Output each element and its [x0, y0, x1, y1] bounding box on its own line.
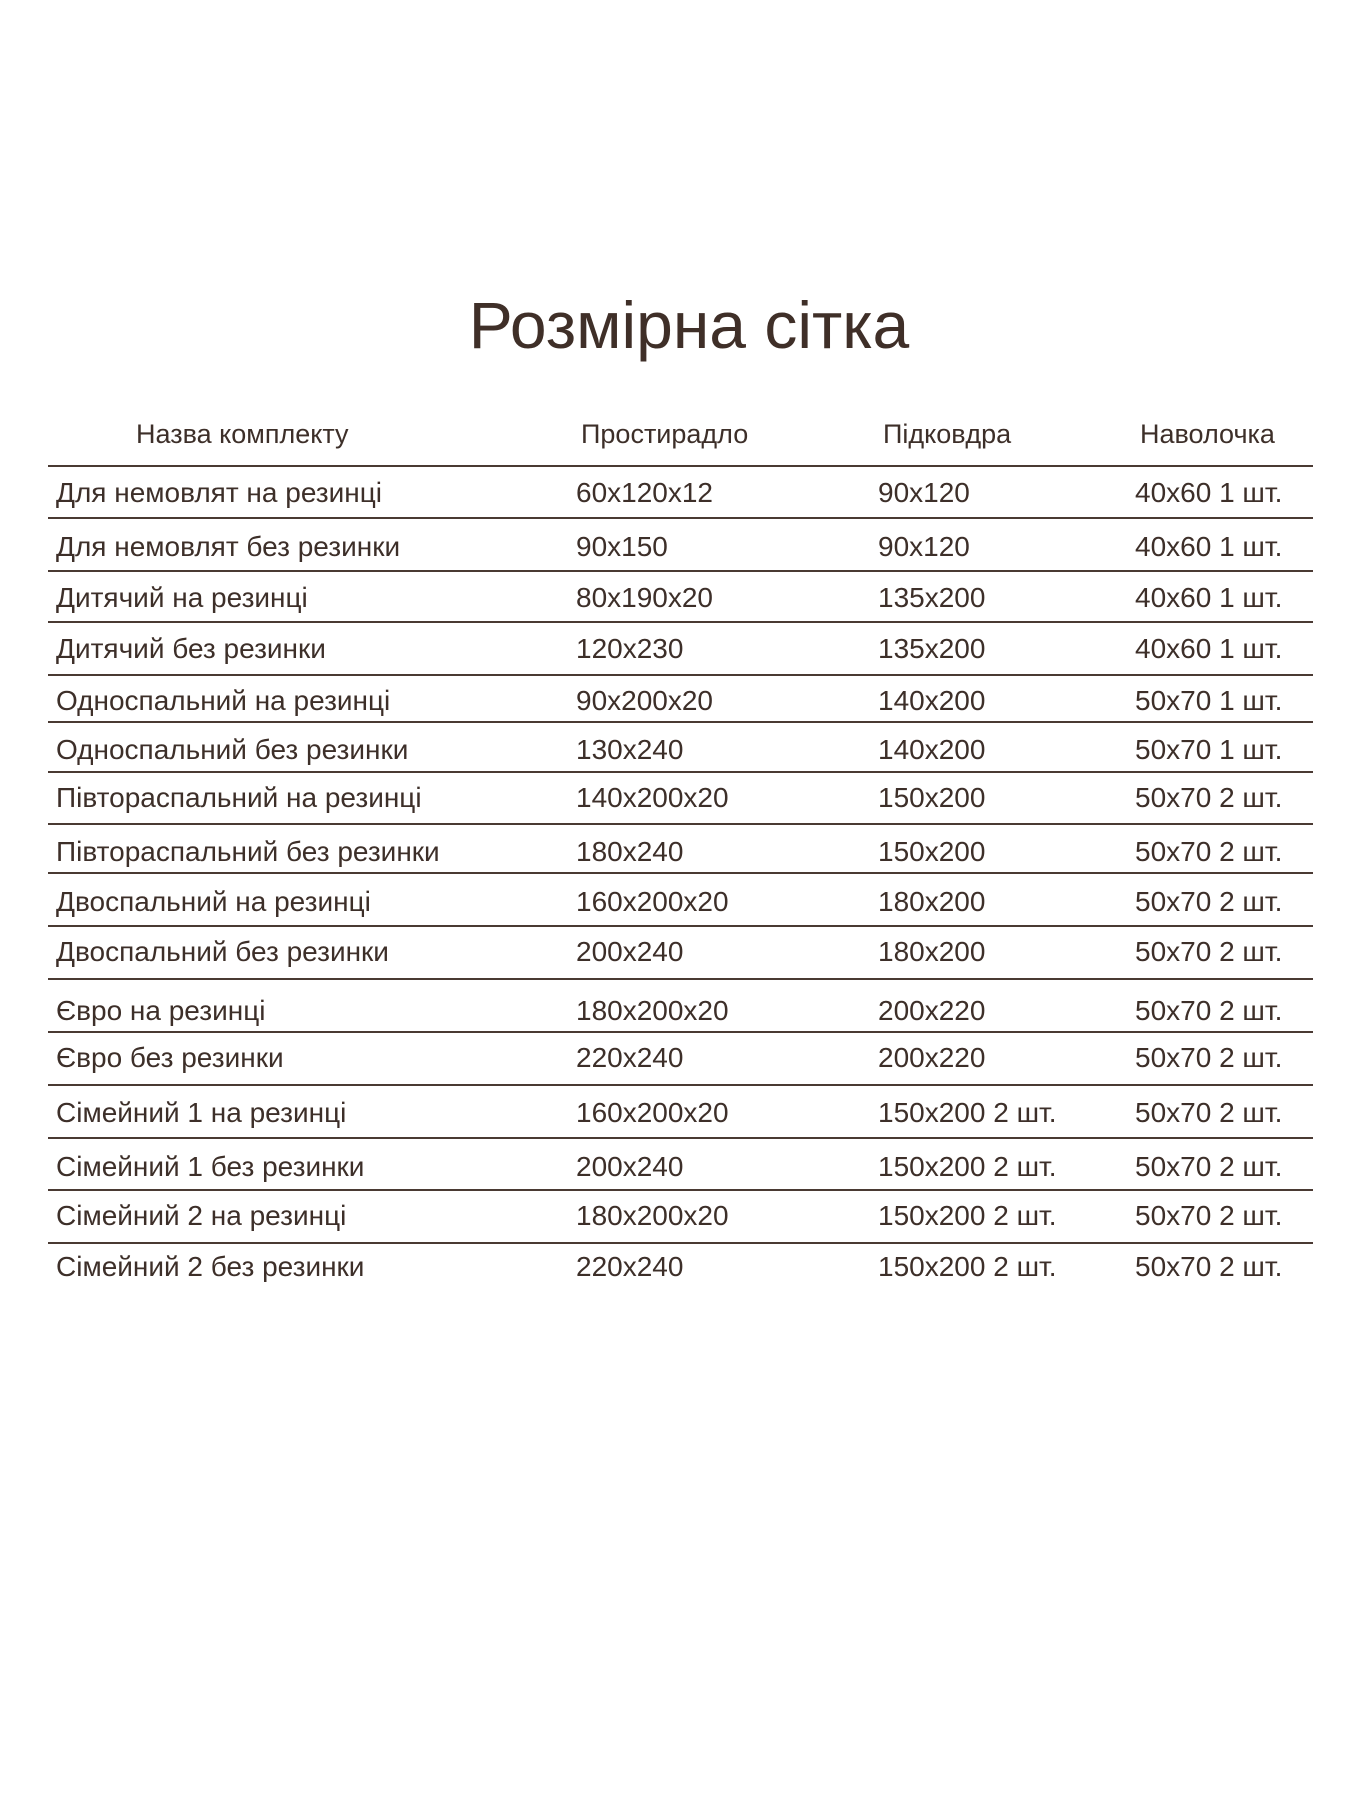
cell-set-name: Двоспальний на резинці — [56, 886, 371, 917]
cell-set-name: Півтораспальний на резинці — [56, 782, 422, 813]
cell-pillowcase-size: 50x70 2 шт. — [1135, 1251, 1283, 1282]
row-divider — [48, 771, 1313, 773]
cell-duvet-cover-size: 150x200 2 шт. — [878, 1097, 1057, 1128]
cell-duvet-cover-size: 200x220 — [878, 995, 986, 1026]
row-divider — [48, 1031, 1313, 1033]
cell-pillowcase-size: 40x60 1 шт. — [1135, 582, 1283, 613]
cell-sheet-size: 180x200x20 — [576, 1200, 729, 1231]
cell-sheet-size: 120x230 — [576, 633, 684, 664]
cell-set-name: Півтораспальний без резинки — [56, 836, 440, 867]
cell-sheet-size: 90x150 — [576, 531, 668, 562]
cell-duvet-cover-size: 135x200 — [878, 582, 986, 613]
row-divider — [48, 517, 1313, 519]
cell-set-name: Сімейний 2 без резинки — [56, 1251, 365, 1282]
cell-set-name: Дитячий без резинки — [56, 633, 326, 664]
cell-duvet-cover-size: 140x200 — [878, 734, 986, 765]
cell-sheet-size: 200x240 — [576, 936, 684, 967]
cell-pillowcase-size: 50x70 2 шт. — [1135, 1200, 1283, 1231]
row-divider — [48, 621, 1313, 623]
cell-sheet-size: 200x240 — [576, 1151, 684, 1182]
cell-pillowcase-size: 50x70 2 шт. — [1135, 936, 1283, 967]
cell-set-name: Двоспальний без резинки — [56, 936, 389, 967]
column-header-pillowcase-size: Наволочка — [1140, 419, 1275, 449]
row-divider — [48, 674, 1313, 676]
cell-sheet-size: 180x200x20 — [576, 995, 729, 1026]
cell-sheet-size: 160x200x20 — [576, 1097, 729, 1128]
row-divider — [48, 1189, 1313, 1191]
cell-duvet-cover-size: 150x200 2 шт. — [878, 1151, 1057, 1182]
row-divider — [48, 823, 1313, 825]
cell-sheet-size: 130x240 — [576, 734, 684, 765]
row-divider — [48, 1137, 1313, 1139]
row-divider — [48, 1084, 1313, 1086]
cell-duvet-cover-size: 135x200 — [878, 633, 986, 664]
cell-pillowcase-size: 40x60 1 шт. — [1135, 633, 1283, 664]
column-header-sheet-size: Простирадло — [581, 419, 749, 449]
row-divider — [48, 1242, 1313, 1244]
cell-duvet-cover-size: 200x220 — [878, 1042, 986, 1073]
cell-set-name: Дитячий на резинці — [56, 582, 308, 613]
row-divider — [48, 925, 1313, 927]
row-divider — [48, 465, 1313, 467]
cell-set-name: Для немовлят без резинки — [56, 531, 401, 562]
row-divider — [48, 978, 1313, 980]
cell-sheet-size: 180x240 — [576, 836, 684, 867]
cell-pillowcase-size: 40x60 1 шт. — [1135, 477, 1283, 508]
cell-sheet-size: 220x240 — [576, 1042, 684, 1073]
cell-pillowcase-size: 50x70 2 шт. — [1135, 836, 1283, 867]
cell-duvet-cover-size: 90x120 — [878, 477, 970, 508]
page-title: Розмірна сітка — [468, 288, 910, 362]
cell-set-name: Євро на резинці — [56, 995, 266, 1026]
cell-duvet-cover-size: 90x120 — [878, 531, 970, 562]
row-divider — [48, 872, 1313, 874]
cell-sheet-size: 140x200x20 — [576, 782, 729, 813]
cell-sheet-size: 90x200x20 — [576, 685, 714, 716]
cell-duvet-cover-size: 150x200 2 шт. — [878, 1200, 1057, 1231]
row-divider — [48, 721, 1313, 723]
cell-duvet-cover-size: 150x200 — [878, 836, 986, 867]
cell-set-name: Для немовлят на резинці — [56, 477, 382, 508]
cell-set-name: Сімейний 1 на резинці — [56, 1097, 347, 1128]
cell-pillowcase-size: 50x70 2 шт. — [1135, 1097, 1283, 1128]
cell-pillowcase-size: 50x70 1 шт. — [1135, 734, 1283, 765]
cell-pillowcase-size: 50x70 2 шт. — [1135, 995, 1283, 1026]
cell-pillowcase-size: 50x70 2 шт. — [1135, 1042, 1283, 1073]
cell-set-name: Односпальний без резинки — [56, 734, 409, 765]
cell-set-name: Сімейний 1 без резинки — [56, 1151, 365, 1182]
cell-set-name: Односпальний на резинці — [56, 685, 391, 716]
cell-duvet-cover-size: 140x200 — [878, 685, 986, 716]
cell-sheet-size: 160x200x20 — [576, 886, 729, 917]
cell-sheet-size: 220x240 — [576, 1251, 684, 1282]
cell-set-name: Сімейний 2 на резинці — [56, 1200, 347, 1231]
cell-sheet-size: 60x120x12 — [576, 477, 714, 508]
cell-duvet-cover-size: 180x200 — [878, 936, 986, 967]
column-header-duvet-cover-size: Підковдра — [883, 419, 1012, 449]
cell-pillowcase-size: 50x70 2 шт. — [1135, 782, 1283, 813]
cell-pillowcase-size: 50x70 2 шт. — [1135, 886, 1283, 917]
cell-duvet-cover-size: 150x200 2 шт. — [878, 1251, 1057, 1282]
cell-duvet-cover-size: 150x200 — [878, 782, 986, 813]
row-divider — [48, 570, 1313, 572]
cell-set-name: Євро без резинки — [56, 1042, 284, 1073]
cell-pillowcase-size: 50x70 2 шт. — [1135, 1151, 1283, 1182]
cell-duvet-cover-size: 180x200 — [878, 886, 986, 917]
cell-pillowcase-size: 40x60 1 шт. — [1135, 531, 1283, 562]
cell-pillowcase-size: 50x70 1 шт. — [1135, 685, 1283, 716]
cell-sheet-size: 80x190x20 — [576, 582, 714, 613]
column-header-set-name: Назва комплекту — [136, 419, 349, 449]
